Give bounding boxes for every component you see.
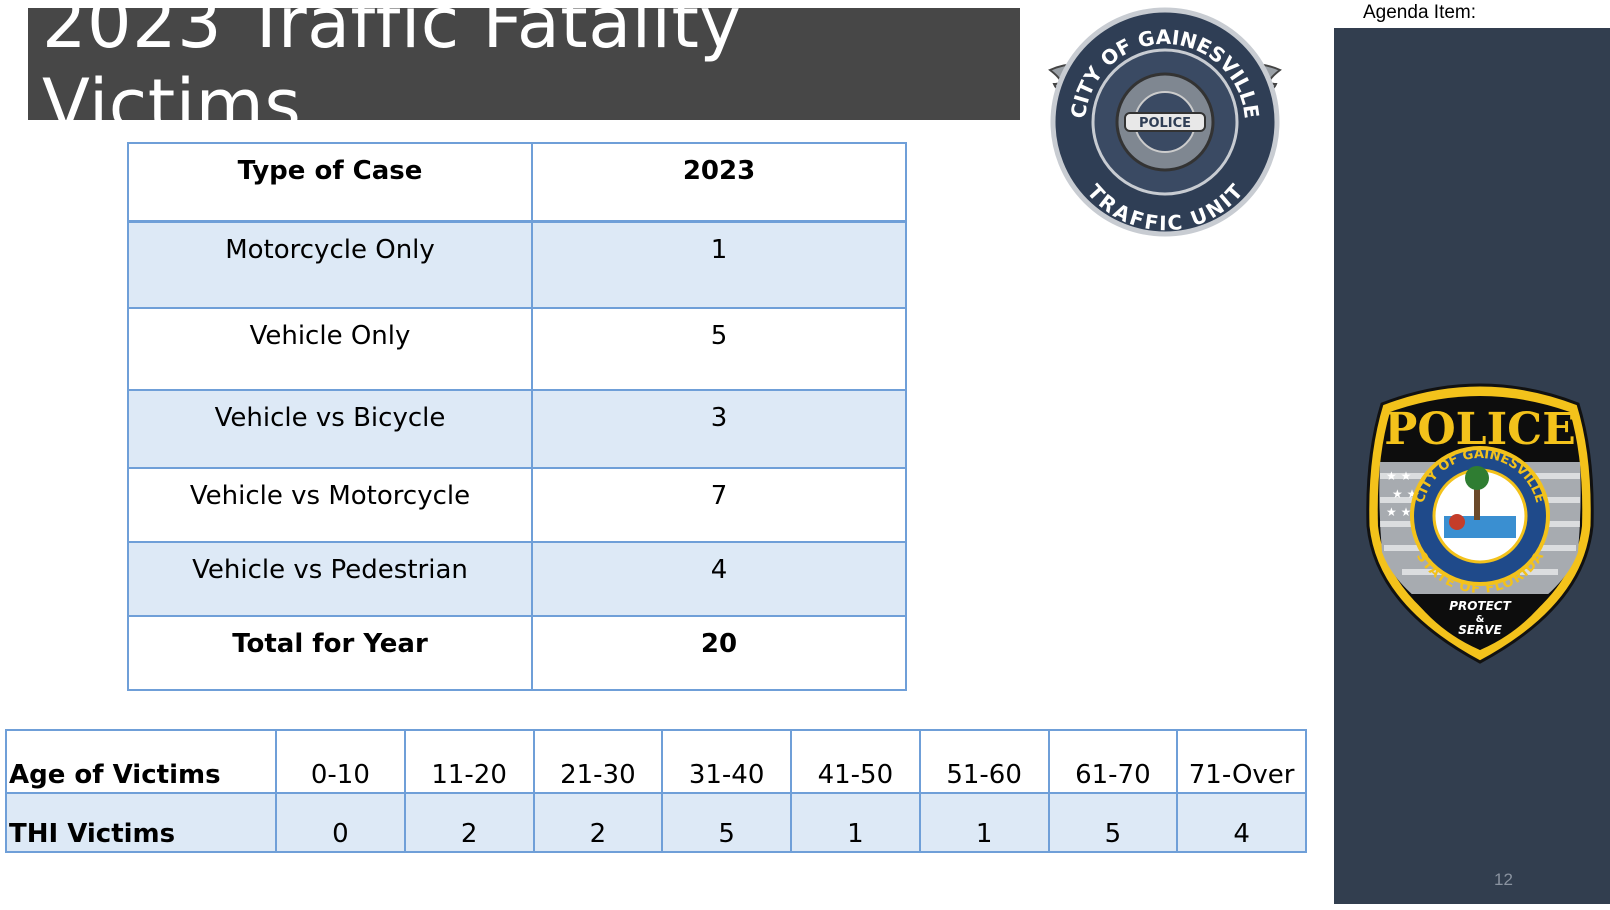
age-range-row: Age of Victims 0-10 11-20 21-30 31-40 41… [5,729,1307,794]
thi-victims-label: THI Victims [5,792,277,853]
case-count-cell: 4 [531,540,907,617]
table-row: Vehicle Only 5 [127,306,907,391]
case-type-cell: Motorcycle Only [127,220,533,309]
badge-motto-serve: SERVE [1458,623,1502,637]
case-count-cell: 5 [531,306,907,391]
thi-victims-row: THI Victims 0 2 2 5 1 1 5 4 [5,792,1307,853]
badge-motto-protect: PROTECT [1449,599,1511,613]
case-type-cell: Vehicle vs Bicycle [127,388,533,469]
age-range-cell: 51-60 [918,729,1050,794]
header-year: 2023 [531,142,907,223]
traffic-logo-center: POLICE [1139,116,1191,131]
victim-count-cell: 1 [918,792,1050,853]
total-row: Total for Year 20 [127,614,907,691]
case-type-cell: Vehicle Only [127,306,533,391]
case-type-cell: Vehicle vs Pedestrian [127,540,533,617]
total-label-cell: Total for Year [127,614,533,691]
case-count-cell: 1 [531,220,907,309]
page-number: 12 [1494,870,1513,889]
age-of-victims-label: Age of Victims [5,729,277,794]
traffic-unit-logo: POLICE CITY OF GAINESVILLE TRAFFIC UNIT [1048,7,1282,237]
svg-text:★ ★: ★ ★ [1386,505,1411,519]
victim-count-cell: 1 [790,792,921,853]
age-range-cell: 21-30 [532,729,664,794]
header-type-of-case: Type of Case [127,142,533,223]
age-range-cell: 0-10 [275,729,406,794]
victim-count-cell: 2 [532,792,664,853]
table-row: Vehicle vs Pedestrian 4 [127,540,907,617]
age-range-cell: 61-70 [1047,729,1179,794]
victim-count-cell: 5 [1047,792,1179,853]
total-count-cell: 20 [531,614,907,691]
victim-count-cell: 2 [403,792,535,853]
table-row: Vehicle vs Motorcycle 7 [127,466,907,543]
svg-text:★ ★: ★ ★ [1386,469,1411,483]
age-range-cell: 11-20 [403,729,535,794]
police-badge-logo: POLICE ★ ★★ ★★ ★ CITY OF GAINESVILLE STA… [1366,383,1594,664]
title-banner: 2023 Traffic Fatality Victims [28,0,1020,146]
table-header-row: Type of Case 2023 [127,142,907,223]
badge-motto-and: & [1476,614,1485,625]
victim-count-cell: 4 [1176,792,1307,853]
agenda-item-label: Agenda Item: [1363,2,1477,23]
table-row: Vehicle vs Bicycle 3 [127,388,907,469]
age-range-cell: 71-Over [1176,729,1307,794]
case-count-cell: 7 [531,466,907,543]
case-type-cell: Vehicle vs Motorcycle [127,466,533,543]
age-range-cell: 31-40 [661,729,792,794]
victim-count-cell: 5 [661,792,792,853]
age-range-cell: 41-50 [790,729,921,794]
page-title: 2023 Traffic Fatality Victims [42,0,742,146]
age-of-victims-table: Age of Victims 0-10 11-20 21-30 31-40 41… [5,729,1307,853]
table-row: Motorcycle Only 1 [127,220,907,309]
victim-count-cell: 0 [275,792,406,853]
case-count-cell: 3 [531,388,907,469]
case-type-table: Type of Case 2023 Motorcycle Only 1 Vehi… [127,142,907,691]
svg-text:★ ★: ★ ★ [1392,487,1417,501]
